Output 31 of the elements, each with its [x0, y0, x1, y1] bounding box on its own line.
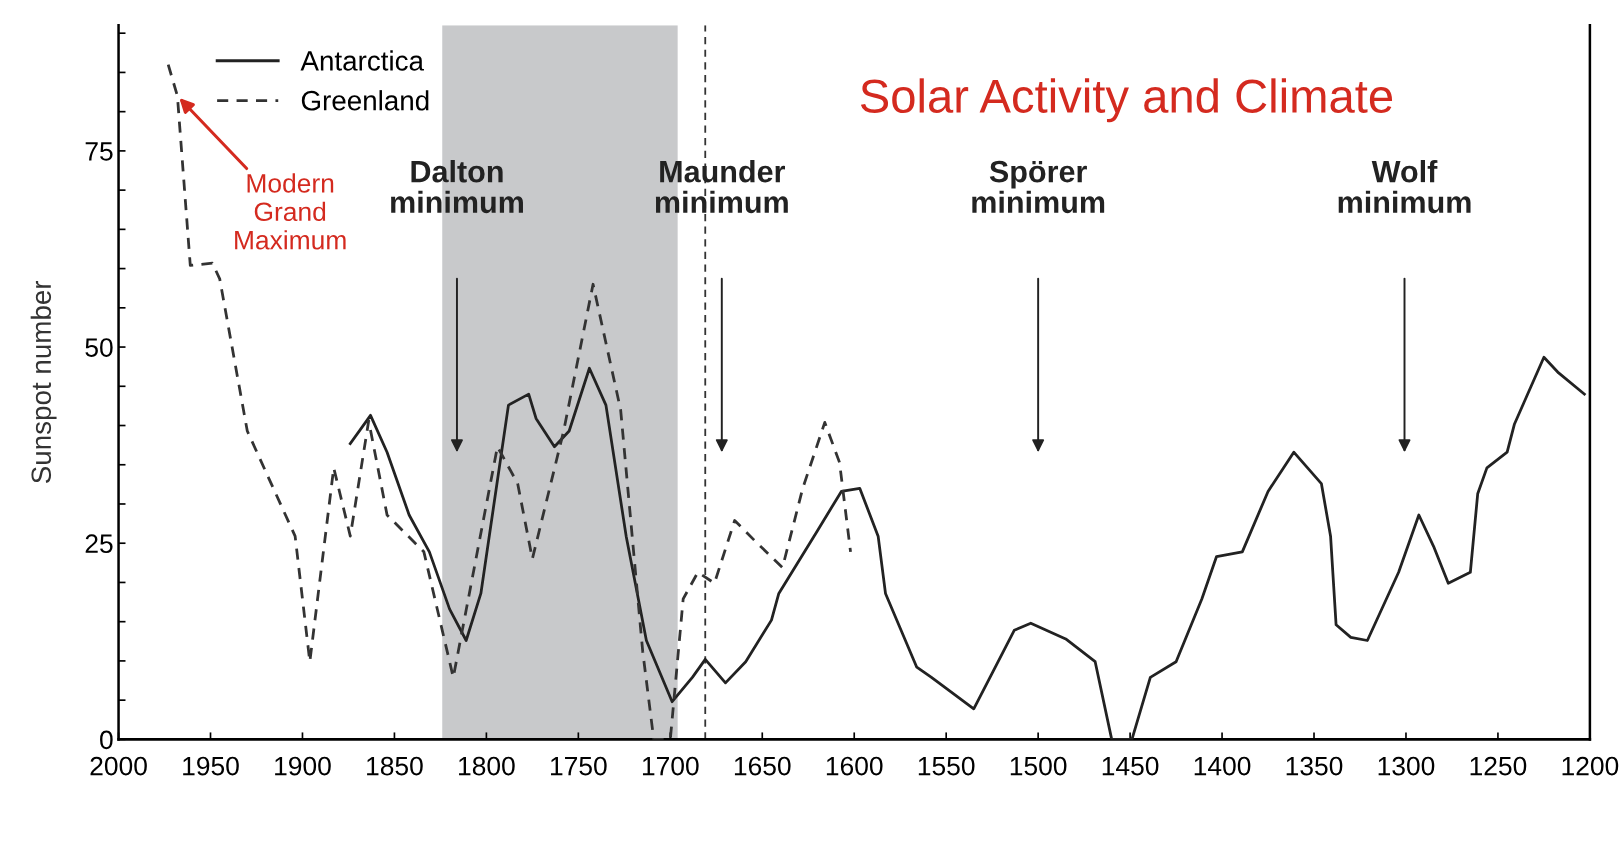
legend-label: Antarctica	[300, 50, 424, 71]
x-tick-label: 1500	[1010, 756, 1067, 776]
x-tick-label: 1400	[1194, 756, 1251, 776]
annotation: Maunder minimum	[655, 159, 788, 214]
x-tick-label: 1200	[1562, 756, 1619, 776]
x-tick-label: 2000	[90, 756, 147, 776]
annotation: Dalton minimum	[391, 159, 523, 214]
x-tick-label: 1700	[642, 756, 699, 776]
legend-label: Greenland	[301, 90, 429, 111]
x-tick-label: 1850	[367, 756, 423, 776]
x-tick-label: 1800	[459, 756, 515, 776]
text: Solar Activity and Climate	[860, 78, 1393, 123]
x-tick-label: 1550	[918, 756, 975, 776]
x-tick-label: 1950	[183, 756, 239, 776]
x-tick-label: 1600	[826, 756, 883, 776]
x-tick-label: 1650	[734, 756, 791, 776]
line-series	[348, 355, 1586, 740]
y-tick-label: 75	[85, 142, 113, 161]
x-tick-label: 1300	[1378, 756, 1435, 776]
annotation: Wolf minimum	[1338, 159, 1471, 214]
x-tick-label: 1350	[1286, 756, 1343, 776]
y-tick-label: 50	[85, 338, 113, 357]
annotation: Spörer minimum	[972, 160, 1105, 214]
x-tick-label: 1250	[1470, 756, 1527, 776]
x-tick-label: 1750	[551, 756, 607, 776]
y-tick-label: 25	[85, 534, 113, 554]
y-axis-title: Sunspot number	[30, 280, 57, 484]
annotation: Modern Grand Maximum	[235, 173, 346, 250]
x-tick-label: 1900	[275, 756, 331, 776]
x-tick-label: 1450	[1102, 756, 1159, 776]
y-tick-label: 0	[100, 730, 113, 750]
